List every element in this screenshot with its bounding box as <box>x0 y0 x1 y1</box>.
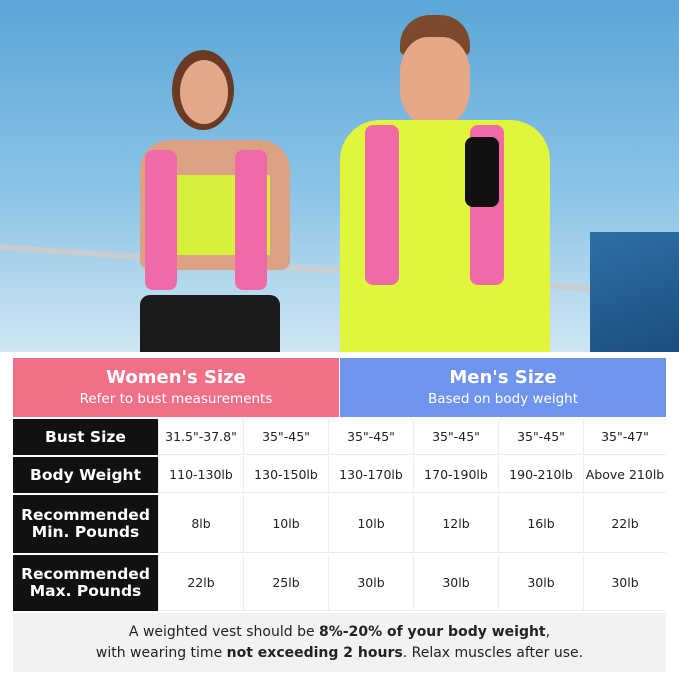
table-cell: 8lb <box>158 495 243 553</box>
table-cell: 170-190lb <box>413 457 498 493</box>
table-cell: 22lb <box>583 495 666 553</box>
table-cell: 130-170lb <box>328 457 413 493</box>
table-cell: 130-150lb <box>243 457 328 493</box>
table-cell: 35"-45" <box>328 419 413 455</box>
table-cell: 35"-47" <box>583 419 666 455</box>
mens-size-header: Men's Size Based on body weight <box>340 358 666 417</box>
row-label: Bust Size <box>13 419 158 455</box>
mens-size-subtitle: Based on body weight <box>427 391 579 407</box>
woman-figure <box>120 45 320 352</box>
table-cell: 30lb <box>413 555 498 611</box>
table-cell: 35"-45" <box>243 419 328 455</box>
footer-text: A weighted vest should be <box>128 624 320 640</box>
table-cell: 22lb <box>158 555 243 611</box>
footer-text: , <box>545 624 551 640</box>
womens-size-header: Women's Size Refer to bust measurements <box>13 358 339 417</box>
man-figure <box>335 15 560 352</box>
row-label: Recommended Max. Pounds <box>13 555 158 611</box>
table-row: Bust Size 31.5"-37.8" 35"-45" 35"-45" 35"-45… <box>13 419 666 455</box>
womens-size-subtitle: Refer to bust measurements <box>79 391 273 407</box>
table-cell: Above 210lb <box>583 457 666 493</box>
mens-size-title: Men's Size <box>449 367 557 388</box>
table-cell: 16lb <box>498 495 583 553</box>
table-cell: 12lb <box>413 495 498 553</box>
table-cell: 30lb <box>328 555 413 611</box>
footer-text: with wearing time <box>95 645 227 661</box>
table-cell: 25lb <box>243 555 328 611</box>
table-row: Recommended Min. Pounds 8lb 10lb 10lb 12lb 16… <box>13 495 666 553</box>
building <box>590 232 679 352</box>
row-label: Recommended Min. Pounds <box>13 495 158 553</box>
footer-bold: not exceeding 2 hours <box>226 645 403 661</box>
footer-line-2: with wearing time not exceeding 2 hours.… <box>13 643 666 664</box>
womens-size-title: Women's Size <box>106 367 246 388</box>
hero-photo <box>0 0 679 352</box>
table-row: Recommended Max. Pounds 22lb 25lb 30lb 30lb 3… <box>13 555 666 611</box>
row-label: Body Weight <box>13 457 158 493</box>
table-cell: 35"-45" <box>413 419 498 455</box>
table-cell: 31.5"-37.8" <box>158 419 243 455</box>
table-cell: 110-130lb <box>158 457 243 493</box>
table-cell: 190-210lb <box>498 457 583 493</box>
table-cell: 10lb <box>243 495 328 553</box>
footer-line-1: A weighted vest should be 8%-20% of your… <box>13 622 666 643</box>
table-cell: 30lb <box>583 555 666 611</box>
table-cell: 10lb <box>328 495 413 553</box>
table-row: Body Weight 110-130lb 130-150lb 130-170lb 17… <box>13 457 666 493</box>
table-cell: 30lb <box>498 555 583 611</box>
footer-bold: 8%-20% of your body weight <box>319 624 546 640</box>
footer-note: A weighted vest should be 8%-20% of your… <box>13 613 666 672</box>
table-cell: 35"-45" <box>498 419 583 455</box>
footer-text: . Relax muscles after use. <box>402 645 584 661</box>
